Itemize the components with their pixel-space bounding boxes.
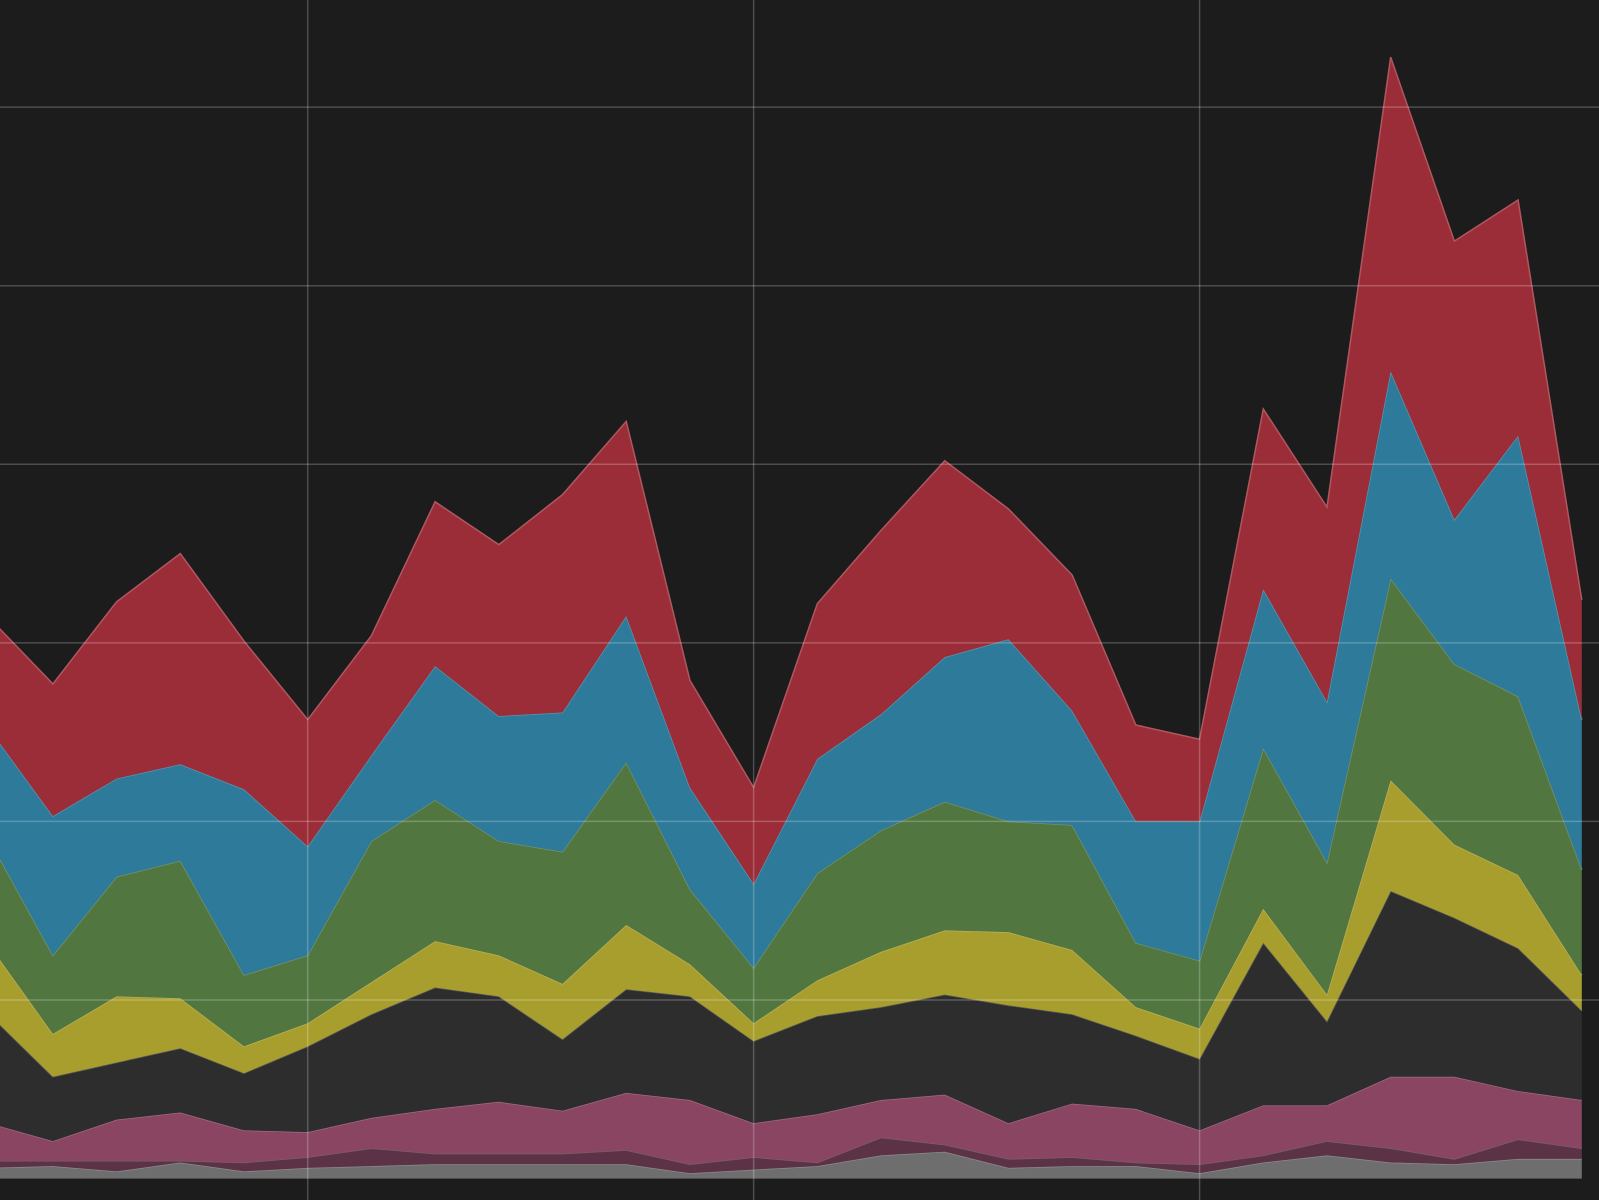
area <box>0 891 1582 1142</box>
area-edge <box>0 56 1583 790</box>
area <box>0 1076 1582 1165</box>
area <box>0 780 1582 1077</box>
area <box>0 57 1582 884</box>
area <box>0 578 1582 1047</box>
area <box>0 371 1582 975</box>
